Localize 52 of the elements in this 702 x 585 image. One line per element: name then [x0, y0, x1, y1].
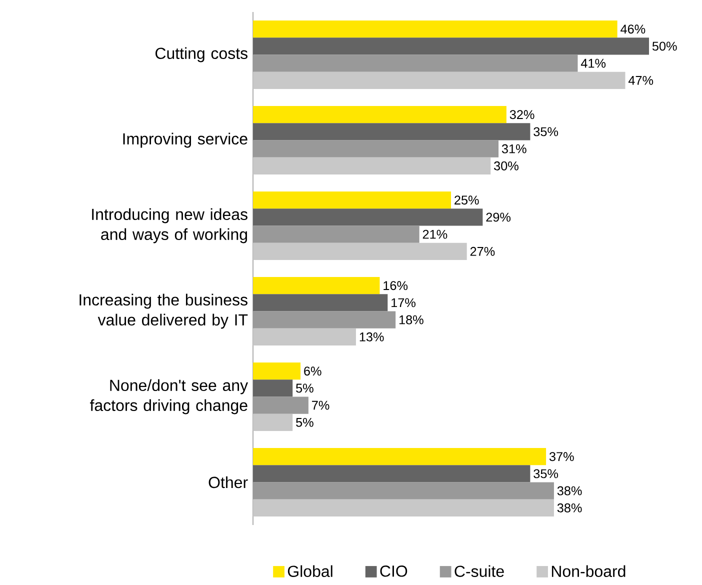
- bar: [253, 499, 554, 516]
- bar: [253, 54, 578, 72]
- bar: [253, 448, 546, 466]
- y-tick-label: Increasing the business value delivered by IT: [80, 294, 248, 329]
- data-label: 13%: [360, 332, 384, 342]
- y-tick-label: Cutting costs: [156, 47, 248, 62]
- bar: [253, 20, 618, 38]
- data-label: 29%: [486, 212, 511, 222]
- data-label: 27%: [470, 246, 495, 256]
- legend-label: Global: [288, 565, 332, 577]
- bar: [253, 72, 626, 89]
- data-label: 21%: [422, 230, 448, 239]
- legend-label: Non-board: [552, 565, 626, 577]
- y-tick-label: Introducing new ideas and ways of working: [92, 208, 248, 244]
- data-label: 41%: [580, 58, 606, 68]
- data-label: 47%: [628, 76, 654, 85]
- bar: [253, 140, 499, 158]
- data-label: 35%: [534, 469, 558, 478]
- y-tick-label: Other: [208, 476, 248, 488]
- bar: [253, 226, 420, 243]
- bar: [253, 242, 467, 260]
- bar: [253, 328, 356, 346]
- data-label: 50%: [652, 42, 677, 51]
- bar: [253, 482, 554, 500]
- data-label: 16%: [384, 281, 408, 290]
- data-label: 38%: [557, 486, 582, 496]
- data-label: 31%: [502, 144, 526, 154]
- data-label: 38%: [557, 503, 582, 512]
- y-tick-label: None/don't see any factors driving change: [90, 379, 248, 414]
- bar: [253, 192, 452, 209]
- data-label: 5%: [296, 384, 314, 393]
- data-label: 35%: [534, 127, 558, 136]
- bar: [253, 277, 380, 294]
- legend-label: C-suite: [454, 565, 504, 577]
- y-tick-label: Improving service: [123, 132, 248, 148]
- data-label: 17%: [392, 298, 416, 308]
- data-label: 30%: [494, 161, 518, 170]
- bar: [253, 362, 301, 380]
- bar: [253, 106, 506, 124]
- data-label: 37%: [549, 452, 574, 462]
- bar: [253, 311, 396, 328]
- data-label: 18%: [399, 315, 424, 324]
- data-label: 46%: [620, 24, 646, 34]
- data-label: 32%: [510, 110, 534, 120]
- data-label: 7%: [312, 400, 330, 410]
- legend-label: CIO: [380, 565, 408, 577]
- data-label: 25%: [454, 196, 479, 205]
- bar: [253, 414, 293, 431]
- bar: [253, 157, 491, 174]
- bar: [253, 396, 308, 414]
- data-label: 5%: [296, 418, 314, 427]
- data-label: 6%: [304, 366, 322, 376]
